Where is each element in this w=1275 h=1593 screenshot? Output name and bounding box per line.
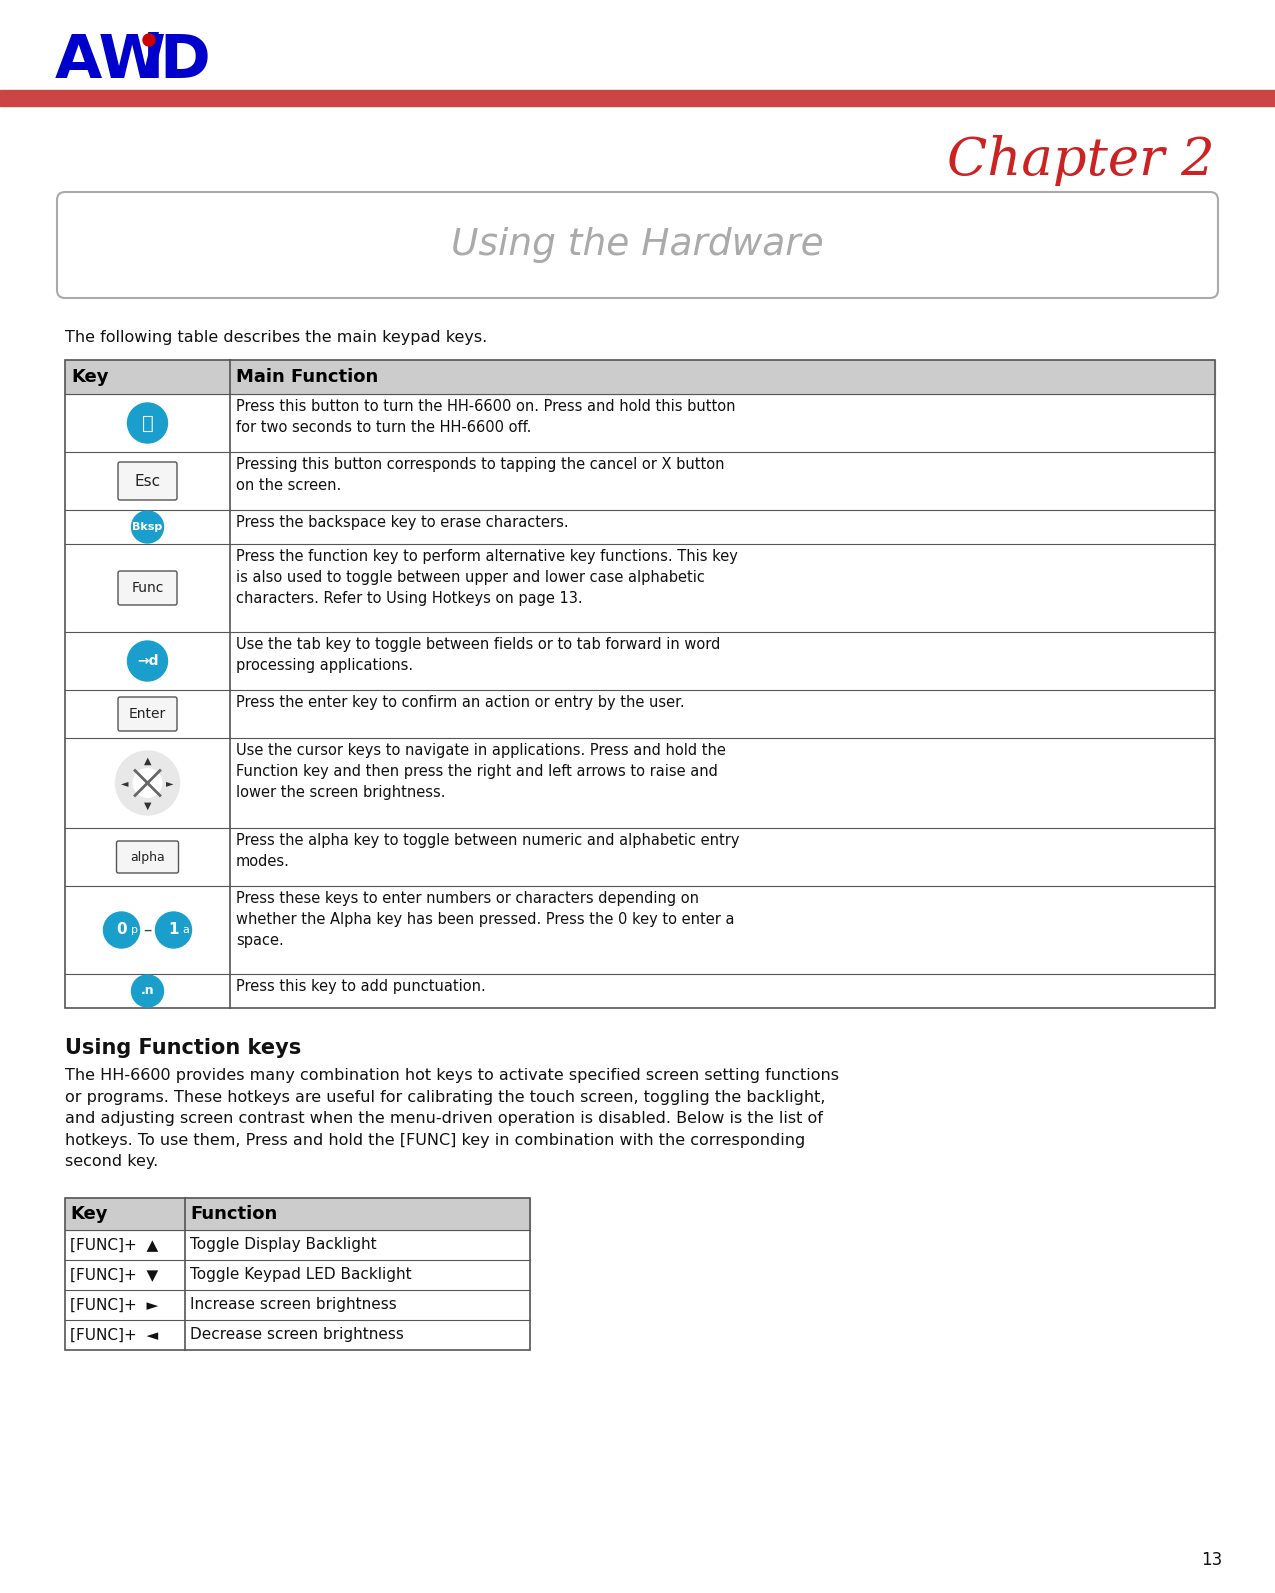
Circle shape — [156, 913, 191, 948]
Bar — [65, 360, 1215, 393]
Text: →d: →d — [136, 655, 158, 667]
Text: ◄: ◄ — [121, 777, 129, 789]
Text: Press the alpha key to toggle between numeric and alphabetic entry
modes.: Press the alpha key to toggle between nu… — [236, 833, 740, 870]
Text: i: i — [143, 32, 164, 91]
Text: [FUNC]+  ◄: [FUNC]+ ◄ — [70, 1327, 158, 1343]
Circle shape — [128, 640, 167, 680]
Text: D: D — [159, 32, 210, 91]
Text: ⏻: ⏻ — [142, 414, 153, 433]
FancyBboxPatch shape — [119, 462, 177, 500]
Text: Main Function: Main Function — [236, 368, 379, 386]
Text: 0: 0 — [116, 922, 126, 938]
Text: Press the enter key to confirm an action or entry by the user.: Press the enter key to confirm an action… — [236, 695, 685, 710]
Text: alpha: alpha — [130, 851, 164, 863]
Text: [FUNC]+  ►: [FUNC]+ ► — [70, 1298, 158, 1313]
Text: 1: 1 — [168, 922, 179, 938]
Bar — [65, 1198, 530, 1349]
Bar — [65, 1198, 530, 1230]
Bar — [0, 89, 1275, 107]
Text: Bksp: Bksp — [133, 523, 163, 532]
Text: Increase screen brightness: Increase screen brightness — [190, 1298, 397, 1313]
Bar — [65, 360, 1215, 1008]
Text: Using the Hardware: Using the Hardware — [450, 226, 824, 263]
Text: Press the function key to perform alternative key functions. This key
is also us: Press the function key to perform altern… — [236, 550, 738, 605]
Text: 13: 13 — [1201, 1552, 1223, 1569]
Text: –: – — [143, 921, 152, 938]
Text: .n: .n — [140, 984, 154, 997]
Text: Press the backspace key to erase characters.: Press the backspace key to erase charact… — [236, 515, 569, 530]
Text: Use the cursor keys to navigate in applications. Press and hold the
Function key: Use the cursor keys to navigate in appli… — [236, 742, 725, 800]
Text: a: a — [182, 926, 190, 935]
Text: ►: ► — [166, 777, 173, 789]
Text: Decrease screen brightness: Decrease screen brightness — [190, 1327, 404, 1343]
Circle shape — [131, 975, 163, 1007]
Text: [FUNC]+  ▲: [FUNC]+ ▲ — [70, 1238, 158, 1252]
FancyBboxPatch shape — [116, 841, 178, 873]
Text: Using Function keys: Using Function keys — [65, 1039, 301, 1058]
Circle shape — [103, 913, 139, 948]
Text: Enter: Enter — [129, 707, 166, 722]
Text: [FUNC]+  ▼: [FUNC]+ ▼ — [70, 1268, 158, 1282]
Text: Function: Function — [190, 1204, 277, 1223]
Text: ▲: ▲ — [144, 755, 152, 766]
Text: Esc: Esc — [134, 473, 161, 489]
Circle shape — [116, 750, 180, 816]
Circle shape — [131, 511, 163, 543]
Text: Key: Key — [71, 368, 108, 386]
Text: Press this key to add punctuation.: Press this key to add punctuation. — [236, 980, 486, 994]
Text: Press these keys to enter numbers or characters depending on
whether the Alpha k: Press these keys to enter numbers or cha… — [236, 890, 734, 948]
Text: The following table describes the main keypad keys.: The following table describes the main k… — [65, 330, 487, 346]
Circle shape — [143, 33, 156, 46]
Text: Toggle Display Backlight: Toggle Display Backlight — [190, 1238, 376, 1252]
Text: Chapter 2: Chapter 2 — [947, 134, 1215, 185]
Text: AW: AW — [55, 32, 167, 91]
Circle shape — [133, 768, 162, 798]
Text: Toggle Keypad LED Backlight: Toggle Keypad LED Backlight — [190, 1268, 412, 1282]
Circle shape — [1188, 1536, 1235, 1583]
Text: The HH-6600 provides many combination hot keys to activate specified screen sett: The HH-6600 provides many combination ho… — [65, 1067, 839, 1169]
Text: Press this button to turn the HH-6600 on. Press and hold this button
for two sec: Press this button to turn the HH-6600 on… — [236, 398, 736, 435]
Text: Key: Key — [70, 1204, 107, 1223]
FancyBboxPatch shape — [57, 193, 1218, 298]
FancyBboxPatch shape — [119, 570, 177, 605]
Text: p: p — [130, 926, 138, 935]
Text: Pressing this button corresponds to tapping the cancel or X button
on the screen: Pressing this button corresponds to tapp… — [236, 457, 724, 492]
Text: Use the tab key to toggle between fields or to tab forward in word
processing ap: Use the tab key to toggle between fields… — [236, 637, 720, 672]
Text: ▼: ▼ — [144, 800, 152, 811]
Circle shape — [128, 403, 167, 443]
FancyBboxPatch shape — [119, 698, 177, 731]
Text: Func: Func — [131, 581, 163, 596]
